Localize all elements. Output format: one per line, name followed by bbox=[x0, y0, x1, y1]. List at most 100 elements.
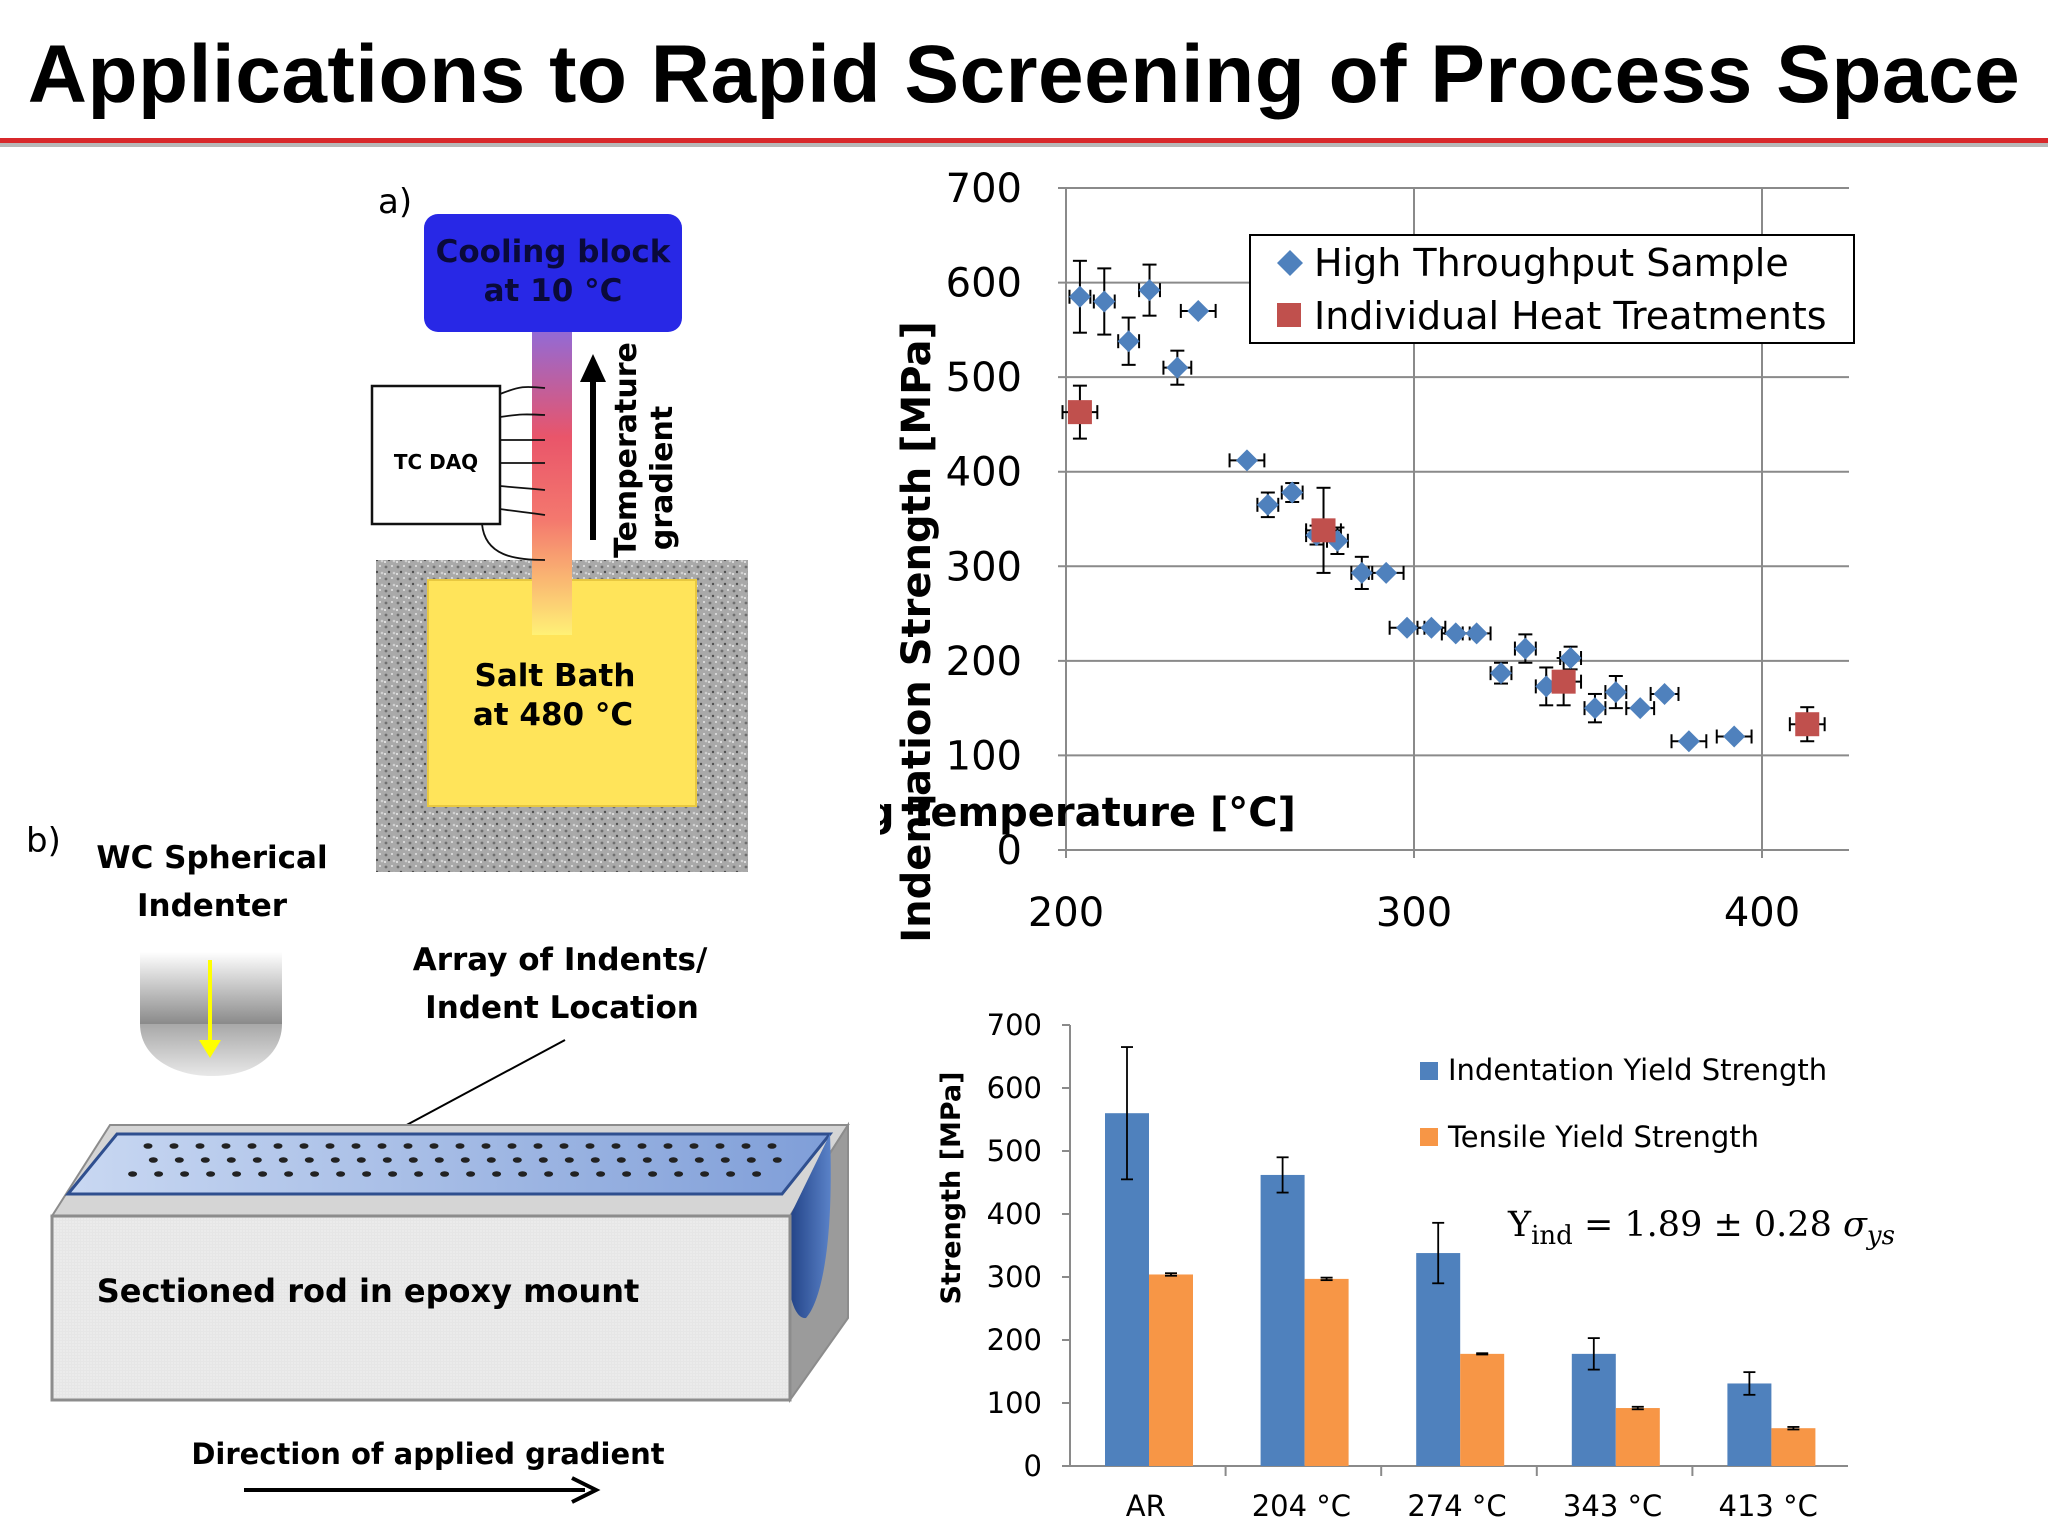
scatter-x-tick-label: 300 bbox=[1376, 890, 1452, 936]
gradient-label-2: gradient bbox=[645, 406, 680, 550]
tensile-bar bbox=[1304, 1278, 1349, 1466]
indent-dot bbox=[741, 1143, 751, 1149]
bar-legend: Indentation Yield Strength Tensile Yield… bbox=[1420, 1053, 1827, 1154]
indent-dot bbox=[663, 1143, 673, 1149]
indent-dot bbox=[336, 1171, 346, 1177]
indent-dot bbox=[726, 1171, 736, 1177]
indentation-bar bbox=[1571, 1353, 1616, 1466]
spherical-indenter bbox=[140, 952, 282, 1076]
rod-label: Sectioned rod in epoxy mount bbox=[97, 1272, 640, 1310]
indent-dot bbox=[622, 1171, 632, 1177]
indent-dot bbox=[154, 1171, 164, 1177]
indent-dot bbox=[284, 1171, 294, 1177]
high-throughput-point bbox=[1420, 616, 1443, 639]
high-throughput-point bbox=[1465, 622, 1488, 645]
indent-dot bbox=[362, 1171, 372, 1177]
individual-heat-treatment-point bbox=[1795, 712, 1820, 737]
indent-dot bbox=[221, 1143, 231, 1149]
indent-dot bbox=[278, 1157, 288, 1163]
scatter-legend: High Throughput Sample Individual Heat T… bbox=[1249, 234, 1855, 344]
high-throughput-point bbox=[1235, 449, 1258, 472]
high-throughput-point bbox=[1396, 616, 1419, 639]
indent-dot bbox=[252, 1157, 262, 1163]
legend-individual: Individual Heat Treatments bbox=[1314, 294, 1827, 338]
scatter-y-axis-label: Indentation Strength [MPa] bbox=[894, 321, 940, 942]
bar-category-label: 204 °C bbox=[1252, 1489, 1351, 1523]
indent-dot bbox=[538, 1157, 548, 1163]
indent-dot bbox=[715, 1143, 725, 1149]
indent-dot bbox=[455, 1143, 465, 1149]
bar-category-label: AR bbox=[1126, 1489, 1166, 1523]
scatter-y-tick-label: 0 bbox=[997, 828, 1022, 874]
bar-series bbox=[1105, 1046, 1816, 1466]
high-throughput-point bbox=[1256, 493, 1279, 516]
indent-dot bbox=[481, 1143, 491, 1149]
individual-heat-treatment-point bbox=[1551, 669, 1576, 694]
scatter-x-tick-label: 200 bbox=[1028, 890, 1104, 936]
bar-chart: 0 100 200 300 400 500 600 700 AR 204 °C 274 °C 343 … bbox=[936, 1008, 1895, 1523]
indent-dot bbox=[460, 1157, 470, 1163]
indent-dot bbox=[226, 1157, 236, 1163]
indent-dot bbox=[382, 1157, 392, 1163]
indent-dot bbox=[648, 1171, 658, 1177]
indent-dot bbox=[414, 1171, 424, 1177]
indent-dot bbox=[174, 1157, 184, 1163]
bar-error-bar bbox=[1121, 1046, 1133, 1181]
indent-dot bbox=[507, 1143, 517, 1149]
array-label-2: Indent Location bbox=[425, 990, 699, 1026]
indent-dot bbox=[330, 1157, 340, 1163]
tensile-bar bbox=[1149, 1274, 1193, 1466]
legend-tensile-swatch bbox=[1420, 1128, 1438, 1146]
indent-dot bbox=[694, 1157, 704, 1163]
indent-dot bbox=[512, 1157, 522, 1163]
indent-dot bbox=[434, 1157, 444, 1163]
high-throughput-point bbox=[1350, 561, 1373, 584]
page-title: Applications to Rapid Screening of Proce… bbox=[27, 29, 2021, 120]
high-throughput-point bbox=[1514, 637, 1537, 660]
tensile-bar bbox=[1771, 1428, 1816, 1466]
indent-dot bbox=[518, 1171, 528, 1177]
scatter-y-tick-label: 300 bbox=[946, 544, 1022, 590]
salt-bath-label: Salt Bath bbox=[475, 658, 636, 694]
cooling-block-label: Cooling block bbox=[436, 234, 672, 270]
legend-diamond-icon bbox=[1277, 250, 1303, 276]
high-throughput-point bbox=[1117, 330, 1140, 353]
bar-annotation-formula: Yind = 1.89 ± 0.28 σys bbox=[1507, 1205, 1895, 1251]
high-throughput-point bbox=[1559, 647, 1582, 670]
high-throughput-point bbox=[1281, 481, 1304, 504]
indent-dot bbox=[585, 1143, 595, 1149]
indent-dot bbox=[304, 1157, 314, 1163]
bar-error-bar bbox=[1320, 1276, 1333, 1282]
direction-label: Direction of applied gradient bbox=[191, 1437, 664, 1471]
indent-dot bbox=[356, 1157, 366, 1163]
panel-a-diagram: a) Salt Bath at 480 °C Cooling block at … bbox=[370, 182, 748, 872]
high-throughput-point bbox=[1068, 285, 1091, 308]
indenter-label-2: Indenter bbox=[137, 888, 288, 924]
indent-dot bbox=[564, 1157, 574, 1163]
high-throughput-point bbox=[1093, 290, 1116, 313]
scatter-y-tick-label: 600 bbox=[946, 261, 1022, 307]
high-throughput-point bbox=[1138, 279, 1161, 302]
indentation-bar bbox=[1260, 1174, 1305, 1466]
indent-dot bbox=[637, 1143, 647, 1149]
legend-indentation-swatch bbox=[1420, 1062, 1438, 1080]
high-throughput-point bbox=[1604, 681, 1627, 704]
scatter-y-tick-label: 500 bbox=[946, 355, 1022, 401]
bar-y-tick-label: 100 bbox=[987, 1386, 1042, 1420]
scatter-y-ticks: 0 100 200 300 400 500 600 700 bbox=[946, 166, 1022, 874]
scatter-x-axis-label: Aging Temperature [°C] bbox=[880, 790, 1296, 836]
indent-dot bbox=[258, 1171, 268, 1177]
indent-dot bbox=[325, 1143, 335, 1149]
scatter-y-tick-label: 100 bbox=[946, 733, 1022, 779]
bar-error-bar bbox=[1587, 1337, 1600, 1371]
indent-dot bbox=[200, 1157, 210, 1163]
bar-error-bar bbox=[1276, 1156, 1289, 1194]
legend-tensile: Tensile Yield Strength bbox=[1447, 1120, 1759, 1154]
indent-dot bbox=[642, 1157, 652, 1163]
bar-error-bar bbox=[1631, 1405, 1644, 1411]
high-throughput-point bbox=[1490, 662, 1512, 685]
indent-dot bbox=[180, 1171, 190, 1177]
individual-heat-treatment-point bbox=[1067, 400, 1092, 425]
scatter-chart: 0 100 200 300 400 500 600 700 200 300 400 Aging T… bbox=[880, 166, 1855, 943]
indent-dot bbox=[559, 1143, 569, 1149]
